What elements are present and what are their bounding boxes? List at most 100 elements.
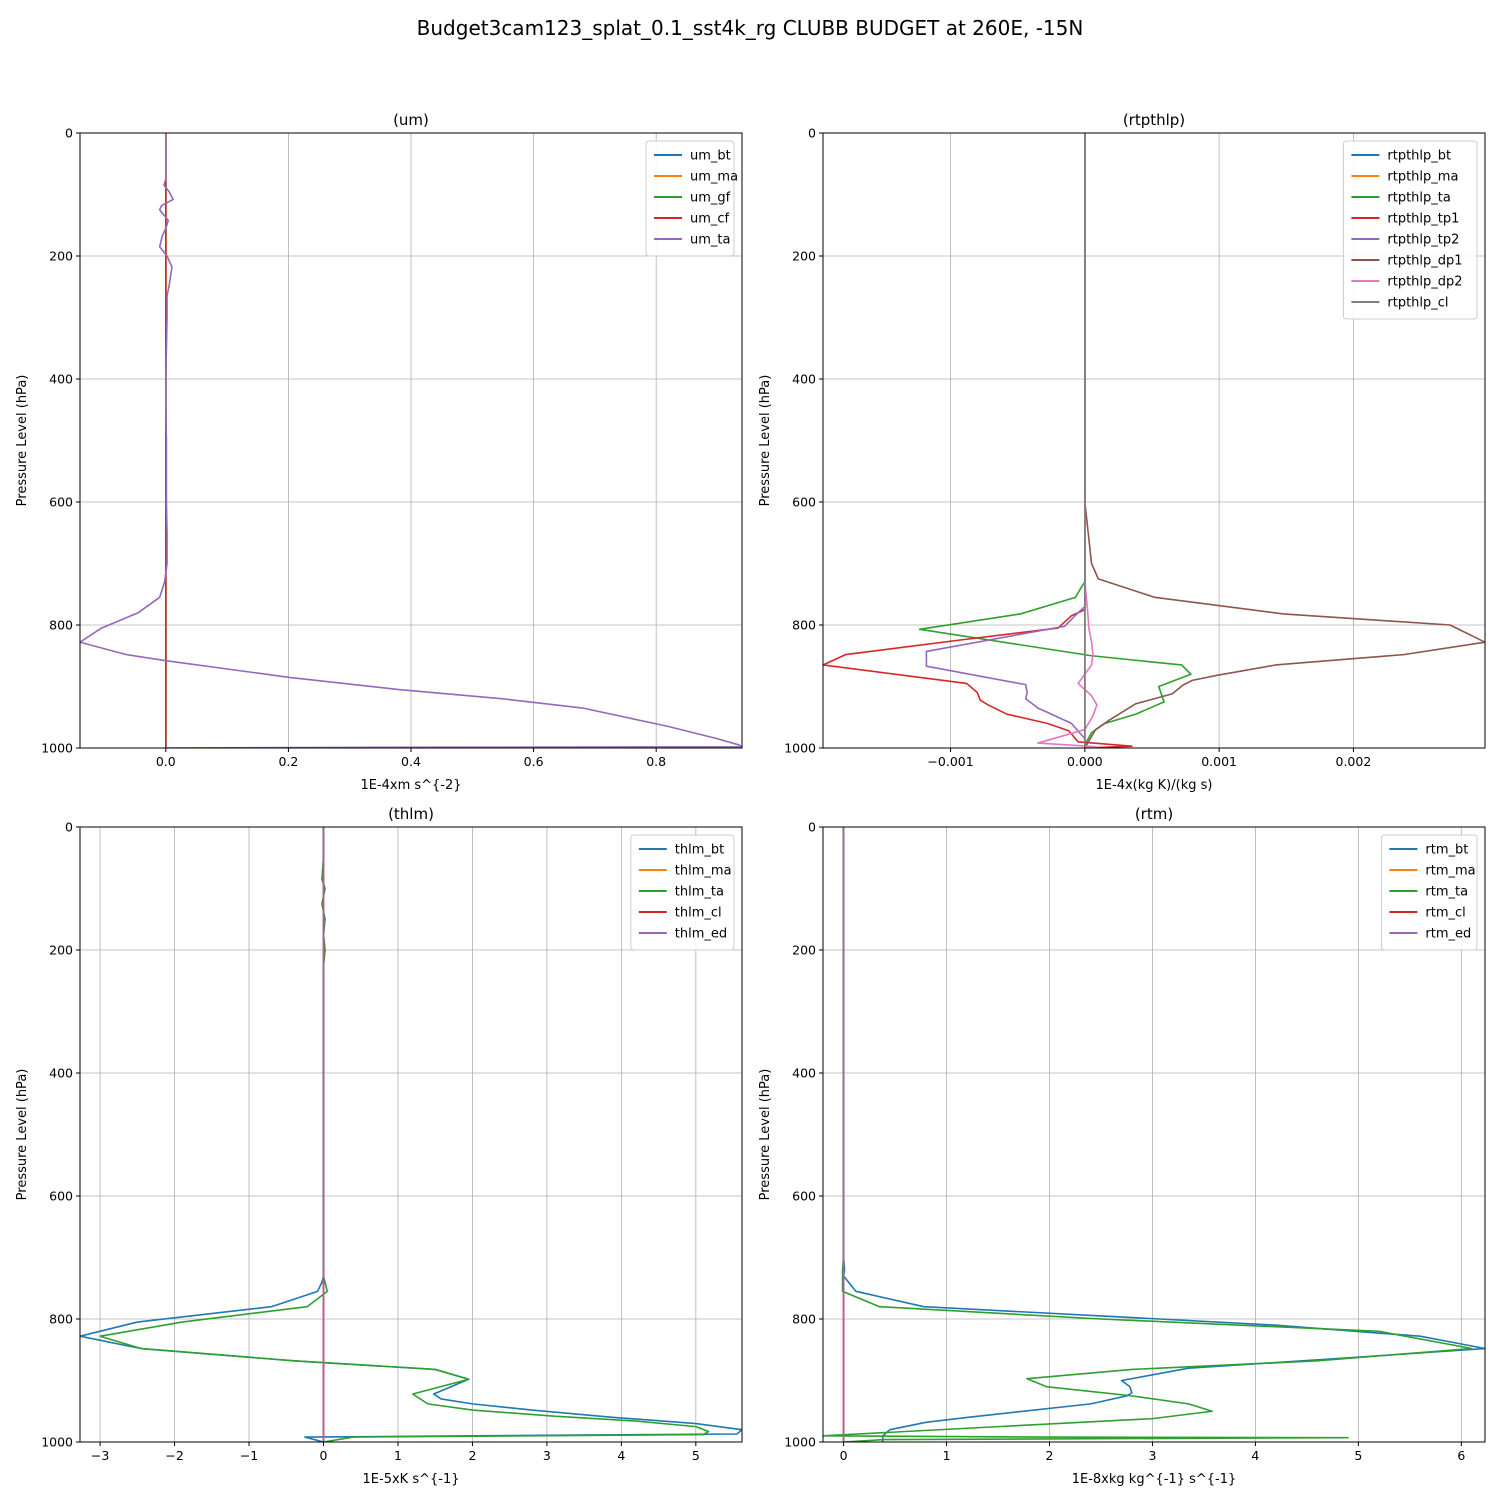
legend: rtpthlp_bt rtpthlp_ma rtpthlp_ta rtpthlp_tp… bbox=[1342, 140, 1478, 320]
y-axis-label: Pressure Level (hPa) bbox=[15, 1069, 30, 1201]
x-axis-label: 1E-4xm s^{-2} bbox=[360, 778, 461, 793]
x-tick-label: 2 bbox=[468, 1448, 476, 1463]
legend: thlm_bt thlm_ma thlm_ta thlm_cl thlm_ed bbox=[630, 834, 735, 951]
series-line-rtm_ta bbox=[823, 827, 1473, 1442]
x-tick-label: 0.002 bbox=[1336, 754, 1372, 769]
legend-box bbox=[630, 834, 735, 951]
legend-box bbox=[645, 140, 735, 257]
y-tick-label: 400 bbox=[792, 372, 816, 387]
x-tick-label: 1 bbox=[394, 1448, 402, 1463]
y-tick-label: 600 bbox=[49, 1189, 73, 1204]
legend-label-um_ma: um_ma bbox=[690, 170, 738, 185]
axes-frame bbox=[79, 826, 743, 1443]
legend-label-thlm_bt: thlm_bt bbox=[675, 843, 724, 858]
legend-label-rtm_bt: rtm_bt bbox=[1425, 843, 1468, 858]
y-tick-label: 0 bbox=[65, 820, 73, 835]
x-tick-label: 0.4 bbox=[401, 754, 421, 769]
x-tick-label: 2 bbox=[1046, 1448, 1054, 1463]
series-group bbox=[823, 133, 1485, 748]
y-axis-label: Pressure Level (hPa) bbox=[15, 375, 30, 507]
axes-frame bbox=[822, 132, 1486, 749]
x-tick-label: 0.000 bbox=[1067, 754, 1103, 769]
legend-label-rtpthlp_dp1: rtpthlp_dp1 bbox=[1387, 254, 1462, 269]
panel-3: 0 1 2 3 4 5 6 0 200 400 600 800 1000 (rtm) 1E-8xkg kg^… bbox=[758, 805, 1486, 1487]
y-tick-label: 0 bbox=[808, 126, 816, 141]
x-tick-label: 3 bbox=[543, 1448, 551, 1463]
x-tick-label: 1 bbox=[943, 1448, 951, 1463]
x-tick-label: 4 bbox=[617, 1448, 625, 1463]
y-tick-label: 800 bbox=[792, 618, 816, 633]
x-tick-label: 3 bbox=[1148, 1448, 1156, 1463]
panel-title: (um) bbox=[393, 111, 429, 129]
legend-label-rtpthlp_dp2: rtpthlp_dp2 bbox=[1387, 275, 1462, 290]
panel-1: −0.001 0.000 0.001 0.002 0 200 400 600 800 1000 (r… bbox=[758, 111, 1486, 793]
legend-label-um_bt: um_bt bbox=[690, 149, 731, 164]
legend-label-thlm_ta: thlm_ta bbox=[675, 885, 724, 900]
legend-label-rtm_ta: rtm_ta bbox=[1425, 885, 1468, 900]
y-tick-label: 200 bbox=[792, 249, 816, 264]
y-tick-label: 600 bbox=[792, 1189, 816, 1204]
axes-frame bbox=[822, 826, 1486, 1443]
y-axis-label: Pressure Level (hPa) bbox=[758, 1069, 773, 1201]
x-tick-label: −0.001 bbox=[927, 754, 973, 769]
y-tick-label: 600 bbox=[49, 495, 73, 510]
x-axis-label: 1E-5xK s^{-1} bbox=[363, 1472, 460, 1487]
y-tick-label: 0 bbox=[808, 820, 816, 835]
y-tick-label: 1000 bbox=[41, 1435, 73, 1450]
y-tick-label: 800 bbox=[792, 1312, 816, 1327]
panel-0: 0.0 0.2 0.4 0.6 0.8 0 200 400 600 800 1000 (um) 1E-4… bbox=[15, 111, 743, 793]
panel-2: −3 −2 −1 0 1 2 3 4 5 0 200 400 600 800 1000 (thlm) 1E-5x… bbox=[15, 805, 743, 1487]
legend-label-rtpthlp_tp1: rtpthlp_tp1 bbox=[1387, 212, 1459, 227]
x-tick-label: −1 bbox=[240, 1448, 258, 1463]
legend-label-um_gf: um_gf bbox=[690, 191, 731, 206]
series-line-rtpthlp_dp1 bbox=[1084, 133, 1485, 748]
y-tick-label: 200 bbox=[49, 943, 73, 958]
series-group bbox=[80, 827, 742, 1442]
x-tick-label: 0.0 bbox=[156, 754, 176, 769]
y-tick-label: 400 bbox=[792, 1066, 816, 1081]
legend-box bbox=[1342, 140, 1478, 320]
x-tick-label: −3 bbox=[91, 1448, 109, 1463]
series-line-um_ta bbox=[80, 133, 742, 748]
series-line-rtpthlp_ta bbox=[918, 133, 1192, 746]
y-tick-label: 200 bbox=[792, 943, 816, 958]
x-tick-label: −2 bbox=[165, 1448, 183, 1463]
y-tick-label: 1000 bbox=[41, 741, 73, 756]
y-tick-label: 200 bbox=[49, 249, 73, 264]
y-tick-label: 1000 bbox=[784, 1435, 816, 1450]
legend-label-rtpthlp_tp2: rtpthlp_tp2 bbox=[1387, 233, 1459, 248]
panel-title: (thlm) bbox=[388, 805, 434, 823]
y-tick-label: 800 bbox=[49, 618, 73, 633]
x-axis-label: 1E-8xkg kg^{-1} s^{-1} bbox=[1072, 1472, 1237, 1487]
legend-label-thlm_cl: thlm_cl bbox=[675, 906, 722, 921]
x-tick-label: 4 bbox=[1251, 1448, 1259, 1463]
x-tick-label: 6 bbox=[1457, 1448, 1465, 1463]
x-tick-label: 0.8 bbox=[646, 754, 666, 769]
legend: rtm_bt rtm_ma rtm_ta rtm_cl rtm_ed bbox=[1380, 834, 1478, 951]
legend-label-thlm_ed: thlm_ed bbox=[675, 927, 727, 942]
x-axis-label: 1E-4x(kg K)/(kg s) bbox=[1096, 778, 1213, 793]
y-tick-label: 400 bbox=[49, 1066, 73, 1081]
series-group bbox=[823, 827, 1485, 1442]
legend-label-um_cf: um_cf bbox=[690, 212, 730, 227]
y-tick-label: 600 bbox=[792, 495, 816, 510]
x-tick-label: 0.6 bbox=[524, 754, 544, 769]
series-line-thlm_ta bbox=[99, 827, 710, 1442]
legend-label-rtm_ed: rtm_ed bbox=[1425, 927, 1471, 942]
legend: um_bt um_ma um_gf um_cf um_ta bbox=[645, 140, 738, 257]
y-axis-label: Pressure Level (hPa) bbox=[758, 375, 773, 507]
x-tick-label: 0.2 bbox=[278, 754, 298, 769]
legend-label-rtpthlp_bt: rtpthlp_bt bbox=[1387, 149, 1451, 164]
x-tick-label: 5 bbox=[1354, 1448, 1362, 1463]
x-tick-label: 5 bbox=[692, 1448, 700, 1463]
legend-label-rtm_cl: rtm_cl bbox=[1425, 906, 1465, 921]
series-group bbox=[80, 133, 742, 748]
legend-label-um_ta: um_ta bbox=[690, 233, 730, 248]
y-tick-label: 1000 bbox=[784, 741, 816, 756]
legend-label-rtm_ma: rtm_ma bbox=[1425, 864, 1475, 879]
y-tick-label: 0 bbox=[65, 126, 73, 141]
x-tick-label: 0 bbox=[320, 1448, 328, 1463]
y-tick-label: 400 bbox=[49, 372, 73, 387]
panel-title: (rtpthlp) bbox=[1123, 111, 1185, 129]
